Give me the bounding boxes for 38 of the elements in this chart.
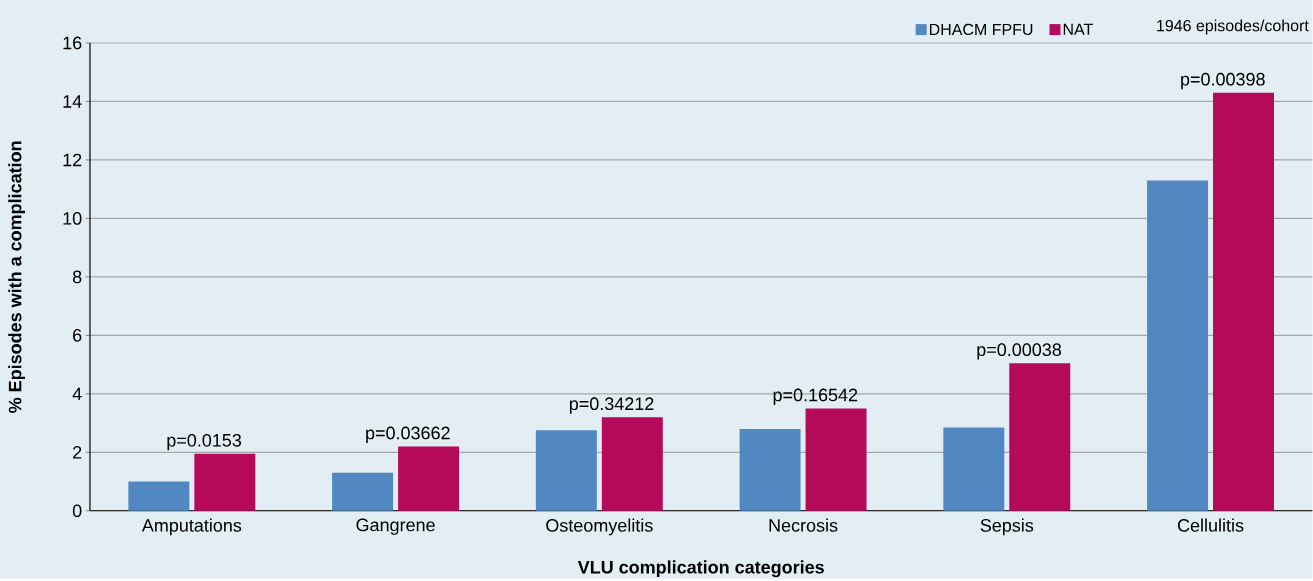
x-tick-label: Gangrene	[356, 518, 435, 536]
legend-label: NAT	[1063, 24, 1093, 36]
x-axis-title: VLU complication categories	[577, 560, 824, 578]
y-tick-label: 16	[63, 36, 82, 50]
bar	[398, 446, 460, 512]
bar	[1213, 92, 1275, 512]
x-tick-label: Osteomyelitis	[546, 518, 653, 536]
y-tick-label: 14	[63, 95, 82, 108]
bar	[128, 481, 190, 512]
bar	[739, 429, 801, 512]
bar	[943, 427, 1005, 512]
annotation: p=0.03662	[366, 426, 450, 444]
y-tick-label: 6	[73, 329, 82, 342]
bar	[194, 453, 256, 512]
bar	[332, 473, 394, 512]
bar	[535, 430, 597, 512]
y-tick-label: 4	[72, 387, 82, 401]
legend-label: DHACM FPFU	[929, 24, 1033, 36]
y-tick-label: 12	[63, 153, 82, 167]
y-tick-label: 2	[73, 446, 82, 459]
bar	[805, 408, 867, 512]
x-tick-label: Necrosis	[769, 518, 838, 533]
annotation: p=0.0153	[167, 434, 242, 451]
annotation: p=0.00038	[977, 343, 1062, 360]
bar	[601, 417, 663, 512]
y-tick-label: 8	[72, 270, 82, 284]
y-tick-label: 0	[72, 504, 82, 518]
text: 1946 episodes/cohort	[1157, 19, 1309, 35]
x-tick-label: Sepsis	[980, 518, 1034, 536]
annotation: p=0.00398	[1181, 73, 1265, 90]
y-tick-label: 10	[63, 212, 82, 225]
annotation: p=0.16542	[773, 388, 858, 406]
annotation: p=0.34212	[569, 397, 654, 414]
bar	[1009, 363, 1071, 512]
bar	[1147, 180, 1209, 512]
x-tick-label: Amputations	[141, 518, 242, 536]
y-axis-title: % Episodes with a complication	[8, 141, 26, 414]
x-tick-label: Cellulitis	[1177, 518, 1244, 533]
